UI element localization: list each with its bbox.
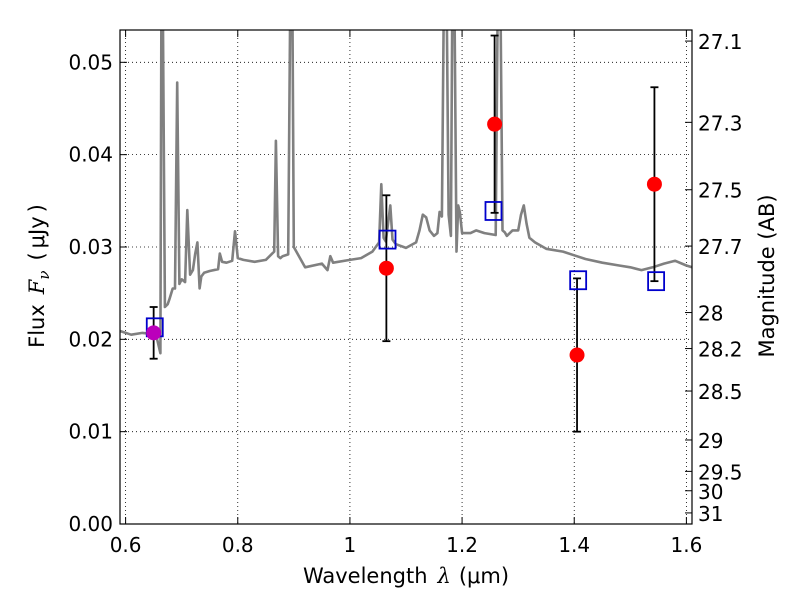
observed-point [569,347,585,363]
error-bars [149,34,659,433]
model-spectrum [120,30,692,355]
model-box-marker [378,229,397,250]
model-box-marker [647,271,666,292]
x-axis-title: Wavelength λ (μm) [303,564,509,588]
y-tick-label: 0.00 [68,512,113,536]
grid [120,30,692,525]
y-axis-title: FluxFν(μJy) [25,204,53,348]
model-box-marker [569,270,588,291]
y2-tick-label: 28 [698,302,723,326]
y-tick-label: 0.05 [68,50,113,74]
y2-tick-label: 27.7 [698,235,743,259]
y2-tick-label: 29.5 [698,460,743,484]
y-tick-label: 0.03 [68,235,113,259]
observed-point [146,325,162,341]
plot-frame [119,29,693,525]
y2-tick-label: 28.5 [698,380,743,404]
observed-point [378,260,394,276]
y2-tick-label: 31 [698,502,723,526]
y-tick-label: 0.04 [68,143,113,167]
y2-tick-label: 27.5 [698,179,743,203]
y2-tick-label: 28.2 [698,338,743,362]
x-tick-label: 1.6 [670,533,702,557]
y-tick-label: 0.02 [68,327,113,351]
spectrum-line [120,30,692,355]
x-tick-label: 0.8 [222,533,254,557]
y2-tick-label: 29 [698,429,723,453]
x-tick-label: 1.2 [446,533,478,557]
x-tick-label: 0.6 [110,533,142,557]
observed-point [646,176,662,192]
y2-tick-label: 27.3 [698,111,743,135]
ticks: 0.6 0.8 1 1.2 1.4 1.6 0.00 0.01 0.02 0.03 0.04 0.05… [68,30,743,557]
model-box-marker [484,201,503,221]
markers [145,116,666,363]
observed-point [487,116,503,132]
y2-axis-title: Magnitude (AB) [755,194,779,357]
x-tick-label: 1.4 [558,533,590,557]
y2-tick-label: 30 [698,480,723,504]
y2-tick-label: 27.1 [698,30,743,54]
y-tick-label: 0.01 [68,420,113,444]
x-tick-label: 1 [344,533,357,557]
